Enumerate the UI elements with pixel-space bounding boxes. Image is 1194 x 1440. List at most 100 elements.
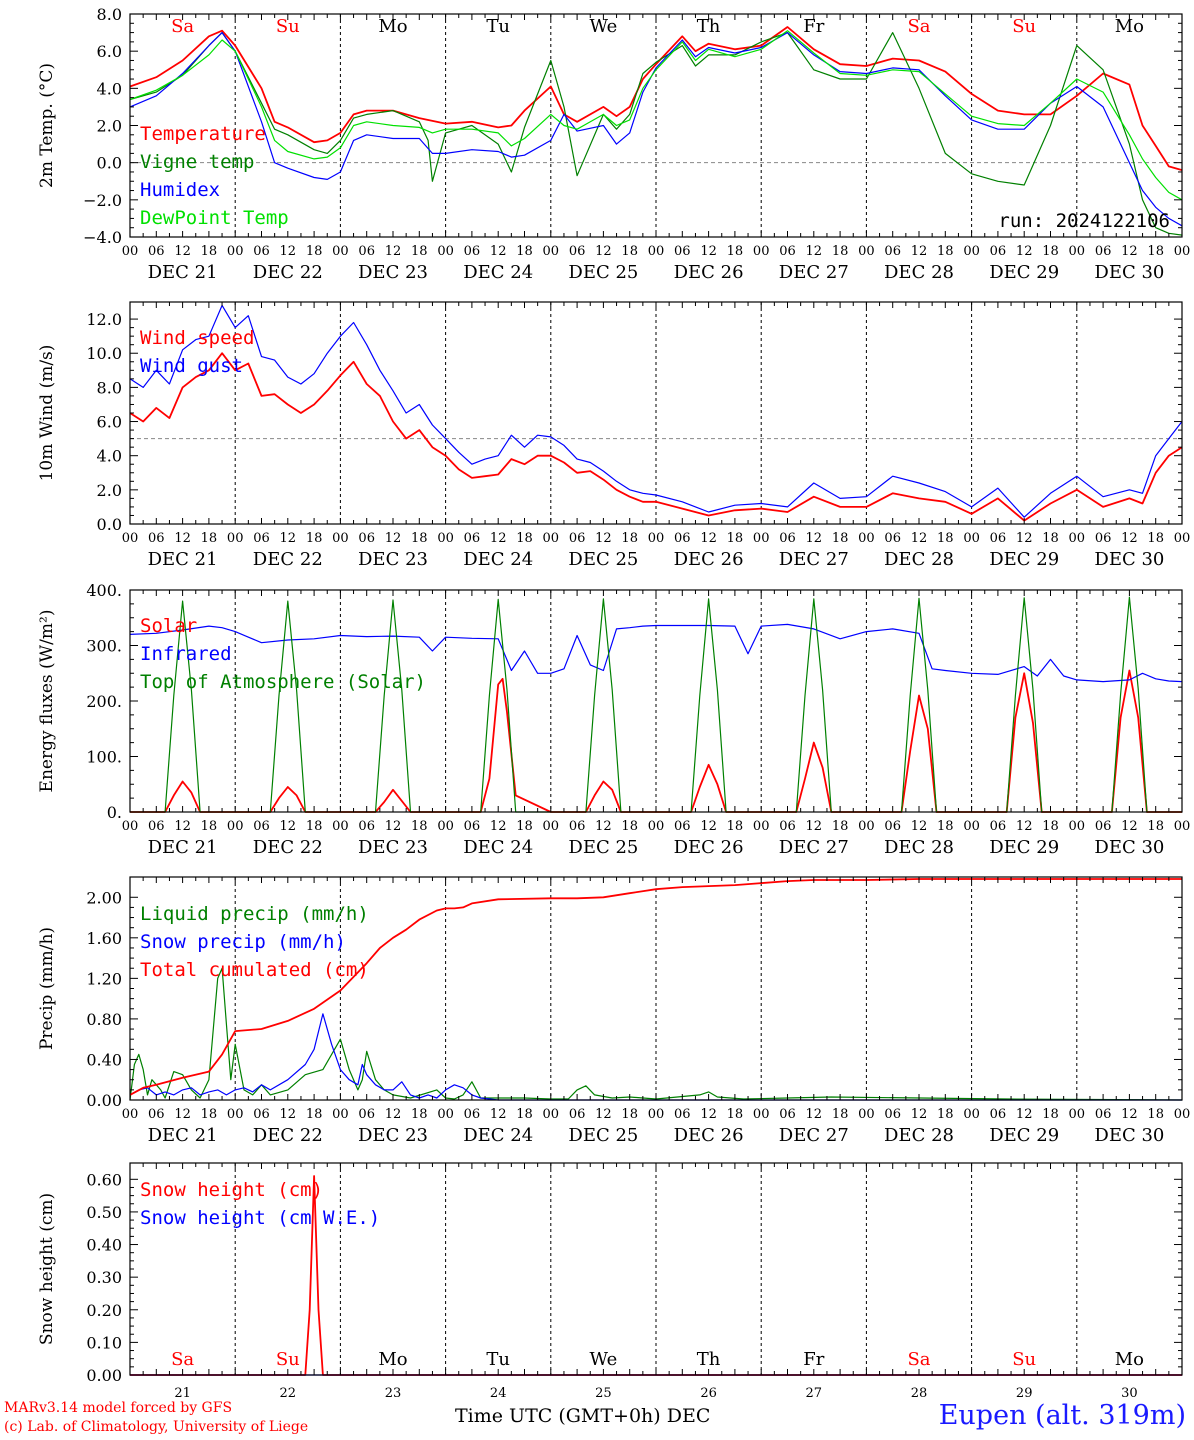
hour-tick-label: 18 (201, 531, 218, 546)
hour-tick-label: 12 (595, 819, 612, 834)
panel-temperature: −4.0 −2.0 0.0 2.0 4.0 6.0 8.0 2m Temp. (°C) 00 06… (37, 5, 1190, 283)
hour-tick-label: 00 (332, 244, 349, 259)
hour-tick-label: 00 (437, 531, 454, 546)
hour-tick-label: 00 (753, 819, 770, 834)
hour-tick-label: 18 (516, 819, 533, 834)
day-label: DEC 28 (884, 837, 954, 858)
day-label: DEC 26 (674, 549, 744, 570)
series-precip-0 (129, 967, 1183, 1101)
x-axis-title-text: Time UTC (GMT+0h) (455, 1405, 661, 1427)
y-tick-label: 0.00 (86, 1366, 122, 1385)
y-tick-label: 0.60 (86, 1170, 122, 1189)
hour-tick-label: 00 (753, 244, 770, 259)
hour-tick-label: 06 (990, 1107, 1007, 1122)
y-axis-label: Energy fluxes (W/m²) (37, 610, 57, 793)
y-tick-label: 0.10 (86, 1333, 122, 1352)
day-label: DEC 22 (253, 1125, 323, 1146)
hour-tick-label: 00 (1174, 244, 1191, 259)
hour-tick-label: 00 (122, 819, 139, 834)
y-axis-label: 10m Wind (m/s) (37, 345, 57, 482)
hour-tick-label: 00 (963, 1107, 980, 1122)
weekday-label: We (590, 1349, 618, 1370)
day-label: DEC 26 (674, 262, 744, 283)
y-tick-label: 0.30 (86, 1268, 122, 1287)
weekday-label: Sa (171, 1349, 194, 1370)
weekday-label: Su (276, 1349, 300, 1370)
hour-tick-label: 00 (332, 531, 349, 546)
run-label: run: 2024122106 (998, 210, 1170, 232)
hour-tick-label: 18 (937, 244, 954, 259)
hour-tick-label: 18 (306, 244, 323, 259)
hour-tick-label: 18 (1042, 531, 1059, 546)
hour-tick-label: 12 (700, 531, 717, 546)
hour-tick-label: 12 (385, 244, 402, 259)
hour-tick-label: 00 (753, 1107, 770, 1122)
y-tick-label: 0.50 (86, 1203, 122, 1222)
credit-line-2: (c) Lab. of Climatology, University of L… (4, 1419, 309, 1435)
legend-entry: Vigne temp (140, 151, 254, 173)
hour-tick-label: 12 (1121, 531, 1138, 546)
day-label: DEC 28 (884, 1125, 954, 1146)
hour-tick-label: 18 (832, 819, 849, 834)
hour-tick-label: 12 (1121, 1107, 1138, 1122)
hour-tick-label: 12 (174, 1107, 191, 1122)
hour-tick-label: 00 (122, 531, 139, 546)
hour-tick-label: 00 (648, 244, 665, 259)
hour-tick-label: 06 (148, 1107, 165, 1122)
hour-tick-label: 12 (806, 1107, 823, 1122)
hour-tick-label: 06 (148, 819, 165, 834)
weekday-label: Mo (378, 1349, 407, 1370)
weekday-label: Mo (378, 16, 407, 37)
y-axis-label: 2m Temp. (°C) (37, 63, 57, 188)
hour-tick-label: 12 (280, 1107, 297, 1122)
day-number: 23 (385, 1386, 402, 1401)
hour-tick-label: 12 (385, 819, 402, 834)
hour-tick-label: 18 (411, 1107, 428, 1122)
legend-entry: Temperature (140, 123, 266, 145)
hour-tick-label: 18 (411, 531, 428, 546)
hour-tick-label: 00 (858, 1107, 875, 1122)
hour-tick-label: 12 (174, 244, 191, 259)
y-axis-label: Snow height (cm) (37, 1193, 57, 1345)
weekday-label: Fr (803, 16, 824, 37)
hour-tick-label: 12 (1121, 244, 1138, 259)
hour-tick-label: 06 (253, 531, 270, 546)
legend-entry: Humidex (140, 179, 220, 201)
series-temperature-1 (129, 31, 1183, 236)
weekday-label: We (590, 16, 618, 37)
hour-tick-label: 00 (543, 1107, 560, 1122)
day-label: DEC 23 (358, 549, 428, 570)
y-tick-label: 0.20 (86, 1301, 122, 1320)
hour-tick-label: 18 (411, 244, 428, 259)
hour-tick-label: 00 (1069, 1107, 1086, 1122)
legend-entry: Solar (140, 615, 197, 637)
series-temperature-0 (129, 26, 1183, 171)
day-label: DEC 29 (989, 549, 1059, 570)
legend-entry: Snow height (cm) (140, 1179, 323, 1201)
hour-tick-label: 12 (280, 819, 297, 834)
hour-tick-label: 00 (1069, 819, 1086, 834)
hour-tick-label: 00 (543, 819, 560, 834)
weekday-label: Sa (171, 16, 194, 37)
hour-tick-label: 18 (1042, 244, 1059, 259)
y-tick-label: 2.00 (86, 888, 122, 907)
hour-tick-label: 12 (1016, 244, 1033, 259)
day-label: DEC 26 (674, 1125, 744, 1146)
y-tick-label: 0.80 (86, 1010, 122, 1029)
day-label: DEC 30 (1094, 262, 1164, 283)
hour-tick-label: 06 (779, 244, 796, 259)
hour-tick-label: 18 (306, 531, 323, 546)
day-number: 21 (174, 1386, 191, 1401)
day-number: 28 (911, 1386, 928, 1401)
hour-tick-label: 00 (648, 819, 665, 834)
series-temperature-3 (129, 30, 1183, 201)
hour-tick-label: 18 (1147, 244, 1164, 259)
day-label: DEC 27 (779, 262, 849, 283)
hour-tick-label: 06 (464, 1107, 481, 1122)
hour-tick-label: 00 (227, 819, 244, 834)
day-label: DEC 25 (568, 837, 638, 858)
credit-line-1: MARv3.14 model forced by GFS (4, 1400, 233, 1416)
hour-tick-label: 00 (963, 531, 980, 546)
y-tick-label: 4.0 (97, 447, 122, 466)
